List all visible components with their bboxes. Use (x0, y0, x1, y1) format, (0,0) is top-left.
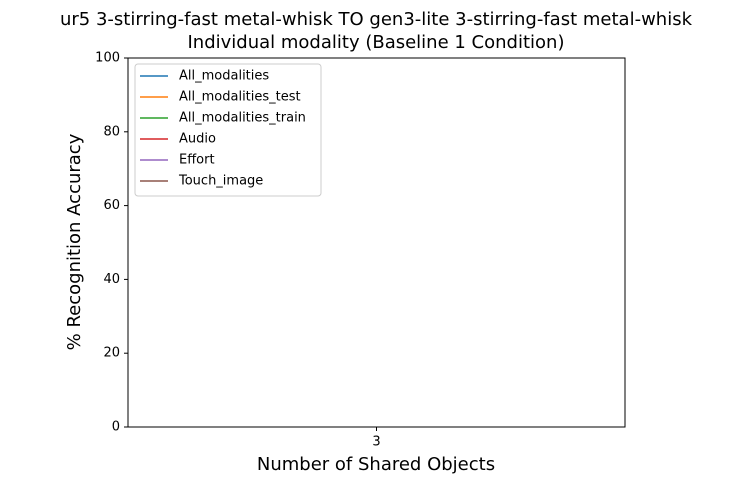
legend-label: All_modalities (179, 69, 269, 84)
legend-box (134, 63, 322, 197)
x-axis-label: Number of Shared Objects (257, 454, 495, 475)
legend-label: Touch_image (178, 174, 263, 189)
y-tick-label: 20 (103, 346, 120, 361)
chart-subtitle: Individual modality (Baseline 1 Conditio… (188, 32, 565, 53)
legend-label: Effort (179, 153, 215, 168)
y-tick-label: 100 (95, 51, 120, 66)
x-tick-label: 3 (372, 435, 380, 450)
y-tick-label: 0 (112, 420, 120, 435)
y-tick-label: 40 (103, 272, 120, 287)
legend-label: Audio (179, 132, 216, 147)
legend-label: All_modalities_test (179, 90, 301, 105)
y-tick-label: 80 (103, 124, 120, 139)
y-axis-label: % Recognition Accuracy (64, 133, 85, 350)
y-tick-label: 60 (103, 198, 120, 213)
legend-label: All_modalities_train (179, 111, 306, 126)
chart-title: ur5 3-stirring-fast metal-whisk TO gen3-… (60, 9, 693, 30)
